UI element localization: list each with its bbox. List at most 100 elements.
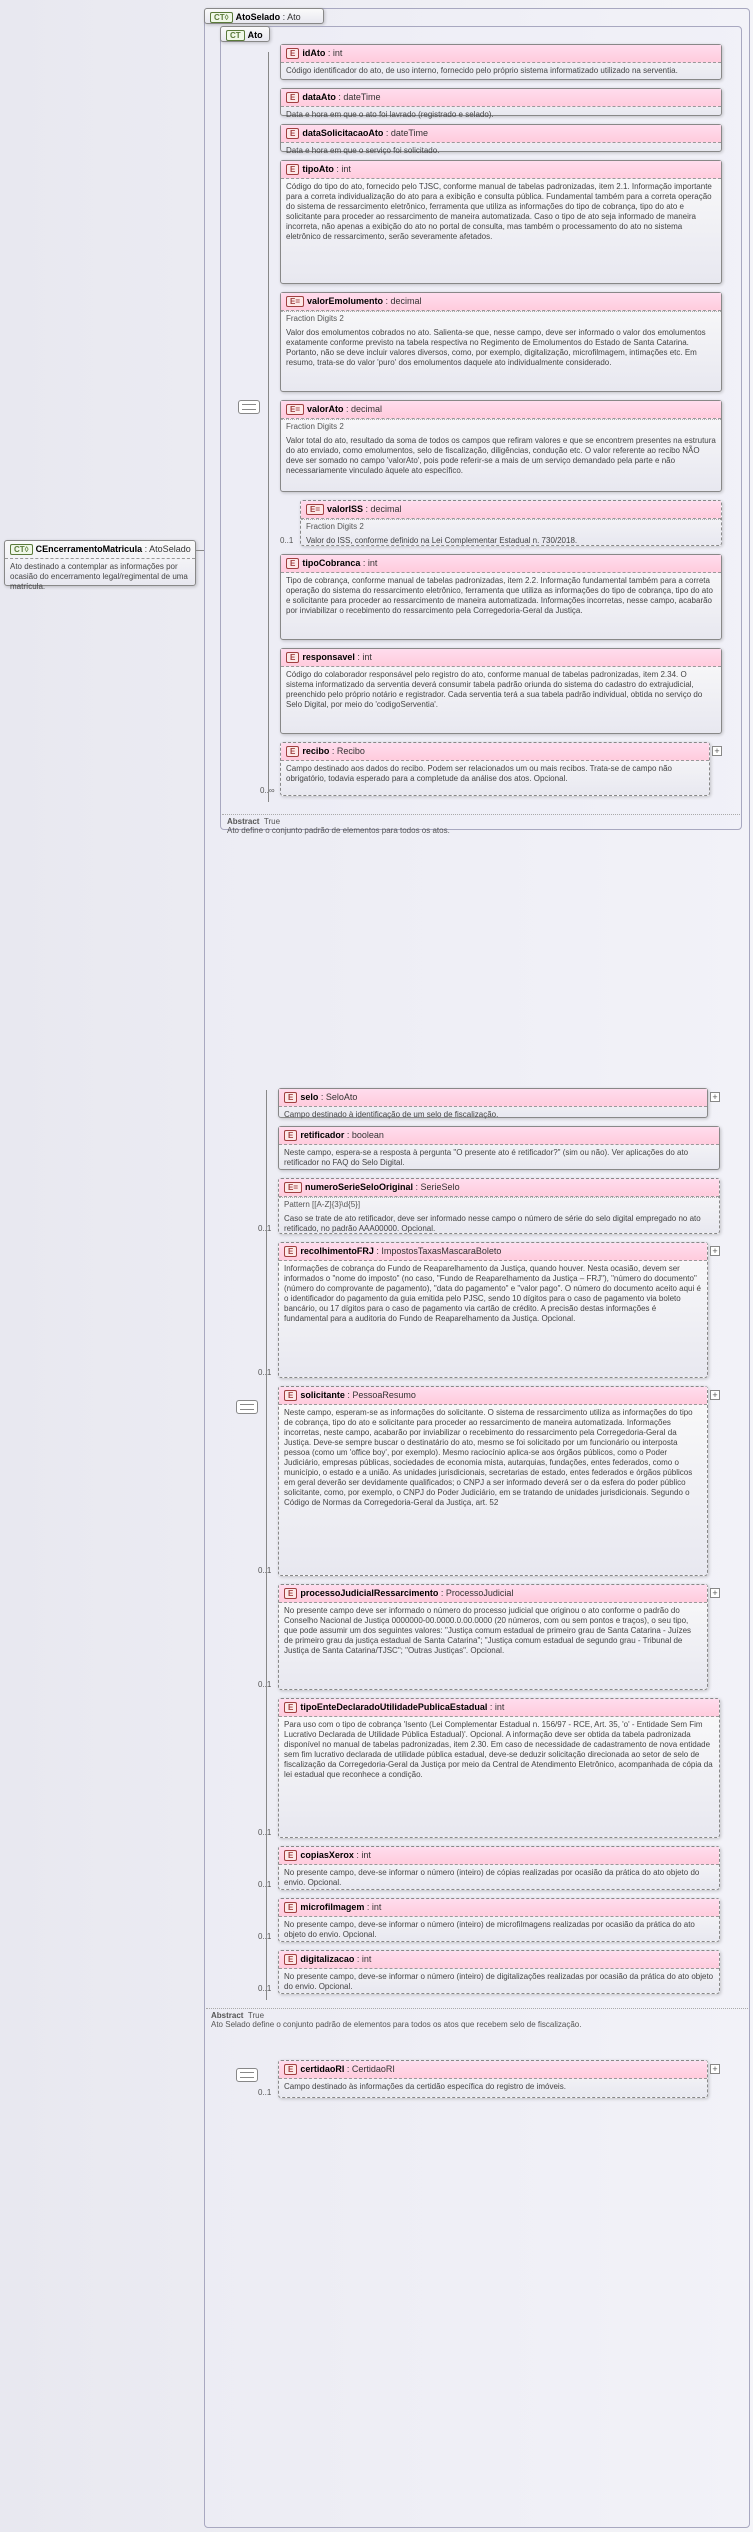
element-name: tipoCobranca bbox=[302, 558, 363, 568]
element-name: digitalizacao bbox=[300, 1954, 357, 1964]
element-type: : PessoaResumo bbox=[347, 1390, 416, 1400]
element-type: : int bbox=[356, 1850, 371, 1860]
schema-element: CT◊CEncerramentoMatricula : AtoSeladoAto… bbox=[4, 540, 196, 586]
schema-element: Esolicitante : PessoaResumoNeste campo, … bbox=[278, 1386, 708, 1576]
element-header: EdataSolicitacaoAto : dateTime bbox=[281, 125, 721, 143]
occurrence-label: 0..1 bbox=[258, 1566, 271, 1575]
element-type: : CertidaoRI bbox=[347, 2064, 395, 2074]
element-facet: Fraction Digits 2 bbox=[301, 519, 721, 533]
element-type: : int bbox=[363, 558, 378, 568]
element-type: : decimal bbox=[346, 404, 382, 414]
element-name: valorISS bbox=[327, 504, 366, 514]
element-header: Eretificador : boolean bbox=[279, 1127, 719, 1145]
element-facet: Fraction Digits 2 bbox=[281, 311, 721, 325]
type-badge: CT◊ bbox=[10, 544, 33, 555]
element-description: Data e hora em que o ato foi lavrado (re… bbox=[281, 107, 721, 123]
type-badge: E bbox=[284, 2064, 297, 2075]
type-badge: E= bbox=[306, 504, 324, 515]
schema-element: Erecibo : ReciboCampo destinado aos dado… bbox=[280, 742, 710, 796]
element-description: Código do tipo do ato, fornecido pelo TJ… bbox=[281, 179, 721, 245]
schema-element: Eselo : SeloAtoCampo destinado à identif… bbox=[278, 1088, 708, 1118]
expand-icon[interactable]: + bbox=[710, 1092, 720, 1102]
element-name: retificador bbox=[300, 1130, 347, 1140]
abstract-footer: Abstract TrueAto define o conjunto padrã… bbox=[222, 814, 740, 837]
expand-icon[interactable]: + bbox=[712, 746, 722, 756]
type-badge: E bbox=[284, 1130, 297, 1141]
element-description: Valor total do ato, resultado da soma de… bbox=[281, 433, 721, 479]
expand-icon[interactable]: + bbox=[710, 1390, 720, 1400]
element-description: No presente campo, deve-se informar o nú… bbox=[279, 1969, 719, 1995]
occurrence-label: 0..1 bbox=[258, 1224, 271, 1233]
element-header: EtipoEnteDeclaradoUtilidadePublicaEstadu… bbox=[279, 1699, 719, 1717]
schema-element: Eresponsavel : intCódigo do colaborador … bbox=[280, 648, 722, 734]
schema-element: EcertidaoRI : CertidaoRICampo destinado … bbox=[278, 2060, 708, 2098]
element-description: Código do colaborador responsável pelo r… bbox=[281, 667, 721, 713]
element-header: EidAto : int bbox=[281, 45, 721, 63]
element-type: : int bbox=[357, 1954, 372, 1964]
element-name: Ato bbox=[248, 30, 263, 40]
element-header: Esolicitante : PessoaResumo bbox=[279, 1387, 707, 1405]
element-type: : dateTime bbox=[386, 128, 428, 138]
element-name: processoJudicialRessarcimento bbox=[300, 1588, 441, 1598]
occurrence-label: 0..1 bbox=[280, 536, 293, 545]
element-type: : boolean bbox=[347, 1130, 384, 1140]
element-type: : ImpostosTaxasMascaraBoleto bbox=[376, 1246, 501, 1256]
expand-icon[interactable]: + bbox=[710, 1246, 720, 1256]
element-header: EcertidaoRI : CertidaoRI bbox=[279, 2061, 707, 2079]
element-name: certidaoRI bbox=[300, 2064, 347, 2074]
element-type: : dateTime bbox=[338, 92, 380, 102]
element-description: Campo destinado às informações da certid… bbox=[279, 2079, 707, 2095]
schema-element: EprocessoJudicialRessarcimento : Process… bbox=[278, 1584, 708, 1690]
element-description: Caso se trate de ato retificador, deve s… bbox=[279, 1211, 719, 1237]
element-description: No presente campo, deve-se informar o nú… bbox=[279, 1917, 719, 1943]
element-name: dataAto bbox=[302, 92, 338, 102]
type-badge: CT◊ bbox=[210, 12, 233, 23]
sequence-compositor-icon bbox=[238, 400, 260, 414]
schema-element: EdataAto : dateTimeData e hora em que o … bbox=[280, 88, 722, 116]
element-type: : decimal bbox=[386, 296, 422, 306]
element-type: : AtoSelado bbox=[145, 544, 191, 554]
element-type: : decimal bbox=[366, 504, 402, 514]
element-description: Data e hora em que o serviço foi solicit… bbox=[281, 143, 721, 159]
schema-element: EtipoAto : intCódigo do tipo do ato, for… bbox=[280, 160, 722, 284]
element-name: dataSolicitacaoAto bbox=[302, 128, 386, 138]
element-header: EtipoCobranca : int bbox=[281, 555, 721, 573]
schema-element: EcopiasXerox : intNo presente campo, dev… bbox=[278, 1846, 720, 1890]
element-header: Eselo : SeloAto bbox=[279, 1089, 707, 1107]
expand-icon[interactable]: + bbox=[710, 2064, 720, 2074]
element-header: EdataAto : dateTime bbox=[281, 89, 721, 107]
element-facet: Fraction Digits 2 bbox=[281, 419, 721, 433]
element-name: solicitante bbox=[300, 1390, 347, 1400]
expand-icon[interactable]: + bbox=[710, 1588, 720, 1598]
element-type: : SeloAto bbox=[321, 1092, 358, 1102]
element-name: numeroSerieSeloOriginal bbox=[305, 1182, 416, 1192]
schema-element: ErecolhimentoFRJ : ImpostosTaxasMascaraB… bbox=[278, 1242, 708, 1378]
schema-element: EtipoCobranca : intTipo de cobrança, con… bbox=[280, 554, 722, 640]
element-name: AtoSelado bbox=[236, 12, 281, 22]
type-badge: CT bbox=[226, 30, 245, 41]
element-name: recibo bbox=[302, 746, 332, 756]
complextype-header: CT◊AtoSelado : Ato bbox=[204, 8, 324, 24]
type-badge: E bbox=[286, 48, 299, 59]
element-header: E=valorAto : decimal bbox=[281, 401, 721, 419]
type-badge: E bbox=[284, 1588, 297, 1599]
type-badge: E bbox=[286, 746, 299, 757]
abstract-footer: Abstract TrueAto Selado define o conjunt… bbox=[206, 2008, 748, 2031]
element-header: Eresponsavel : int bbox=[281, 649, 721, 667]
element-description: Tipo de cobrança, conforme manual de tab… bbox=[281, 573, 721, 619]
type-badge: E bbox=[286, 128, 299, 139]
element-name: CEncerramentoMatricula bbox=[36, 544, 145, 554]
element-type: : int bbox=[490, 1702, 505, 1712]
element-description: Ato destinado a contemplar as informaçõe… bbox=[5, 559, 195, 595]
sequence-compositor-icon bbox=[236, 2068, 258, 2082]
element-description: Valor dos emolumentos cobrados no ato. S… bbox=[281, 325, 721, 371]
element-description: Neste campo, esperam-se as informações d… bbox=[279, 1405, 707, 1511]
schema-element: E=valorISS : decimalFraction Digits 2Val… bbox=[300, 500, 722, 546]
schema-element: EidAto : intCódigo identificador do ato,… bbox=[280, 44, 722, 80]
element-description: No presente campo deve ser informado o n… bbox=[279, 1603, 707, 1659]
element-description: Campo destinado à identificação de um se… bbox=[279, 1107, 707, 1123]
element-facet: Pattern [[A-Z]{3}\d{5}] bbox=[279, 1197, 719, 1211]
element-header: E=numeroSerieSeloOriginal : SerieSelo bbox=[279, 1179, 719, 1197]
schema-element: E=numeroSerieSeloOriginal : SerieSeloPat… bbox=[278, 1178, 720, 1234]
element-header: CT◊CEncerramentoMatricula : AtoSelado bbox=[5, 541, 195, 559]
